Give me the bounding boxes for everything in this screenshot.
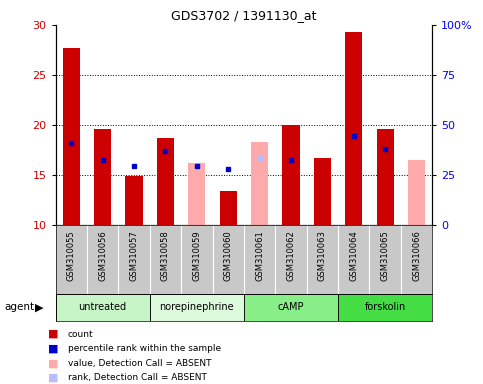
Bar — [377, 129, 394, 225]
Bar — [408, 160, 425, 225]
Bar — [56, 294, 150, 321]
Bar — [345, 32, 362, 225]
Bar — [157, 138, 174, 225]
Bar — [188, 163, 205, 225]
Bar — [220, 191, 237, 225]
Text: GSM310064: GSM310064 — [349, 230, 358, 281]
Bar — [94, 129, 111, 225]
Text: GSM310061: GSM310061 — [255, 230, 264, 281]
Text: ■: ■ — [48, 373, 59, 383]
Text: cAMP: cAMP — [278, 302, 304, 312]
Text: forskolin: forskolin — [365, 302, 406, 312]
Text: ■: ■ — [48, 358, 59, 368]
Text: percentile rank within the sample: percentile rank within the sample — [68, 344, 221, 353]
Bar — [251, 142, 268, 225]
Text: count: count — [68, 329, 93, 339]
Text: ■: ■ — [48, 329, 59, 339]
Text: GSM310058: GSM310058 — [161, 230, 170, 281]
Text: GSM310063: GSM310063 — [318, 230, 327, 281]
Text: GSM310055: GSM310055 — [67, 230, 76, 281]
Text: GSM310065: GSM310065 — [381, 230, 390, 281]
Bar — [283, 125, 299, 225]
Text: GSM310060: GSM310060 — [224, 230, 233, 281]
Text: GSM310059: GSM310059 — [192, 230, 201, 281]
Bar — [338, 294, 432, 321]
Text: ▶: ▶ — [35, 302, 43, 312]
Text: GSM310057: GSM310057 — [129, 230, 139, 281]
Text: value, Detection Call = ABSENT: value, Detection Call = ABSENT — [68, 359, 211, 368]
Text: ■: ■ — [48, 344, 59, 354]
Title: GDS3702 / 1391130_at: GDS3702 / 1391130_at — [171, 9, 317, 22]
Bar — [150, 294, 244, 321]
Bar — [314, 158, 331, 225]
Text: rank, Detection Call = ABSENT: rank, Detection Call = ABSENT — [68, 373, 207, 382]
Bar — [126, 176, 142, 225]
Text: GSM310066: GSM310066 — [412, 230, 421, 281]
Text: GSM310062: GSM310062 — [286, 230, 296, 281]
Bar — [244, 294, 338, 321]
Text: norepinephrine: norepinephrine — [159, 302, 234, 312]
Text: GSM310056: GSM310056 — [98, 230, 107, 281]
Text: untreated: untreated — [79, 302, 127, 312]
Bar — [63, 48, 80, 225]
Text: agent: agent — [5, 302, 35, 312]
